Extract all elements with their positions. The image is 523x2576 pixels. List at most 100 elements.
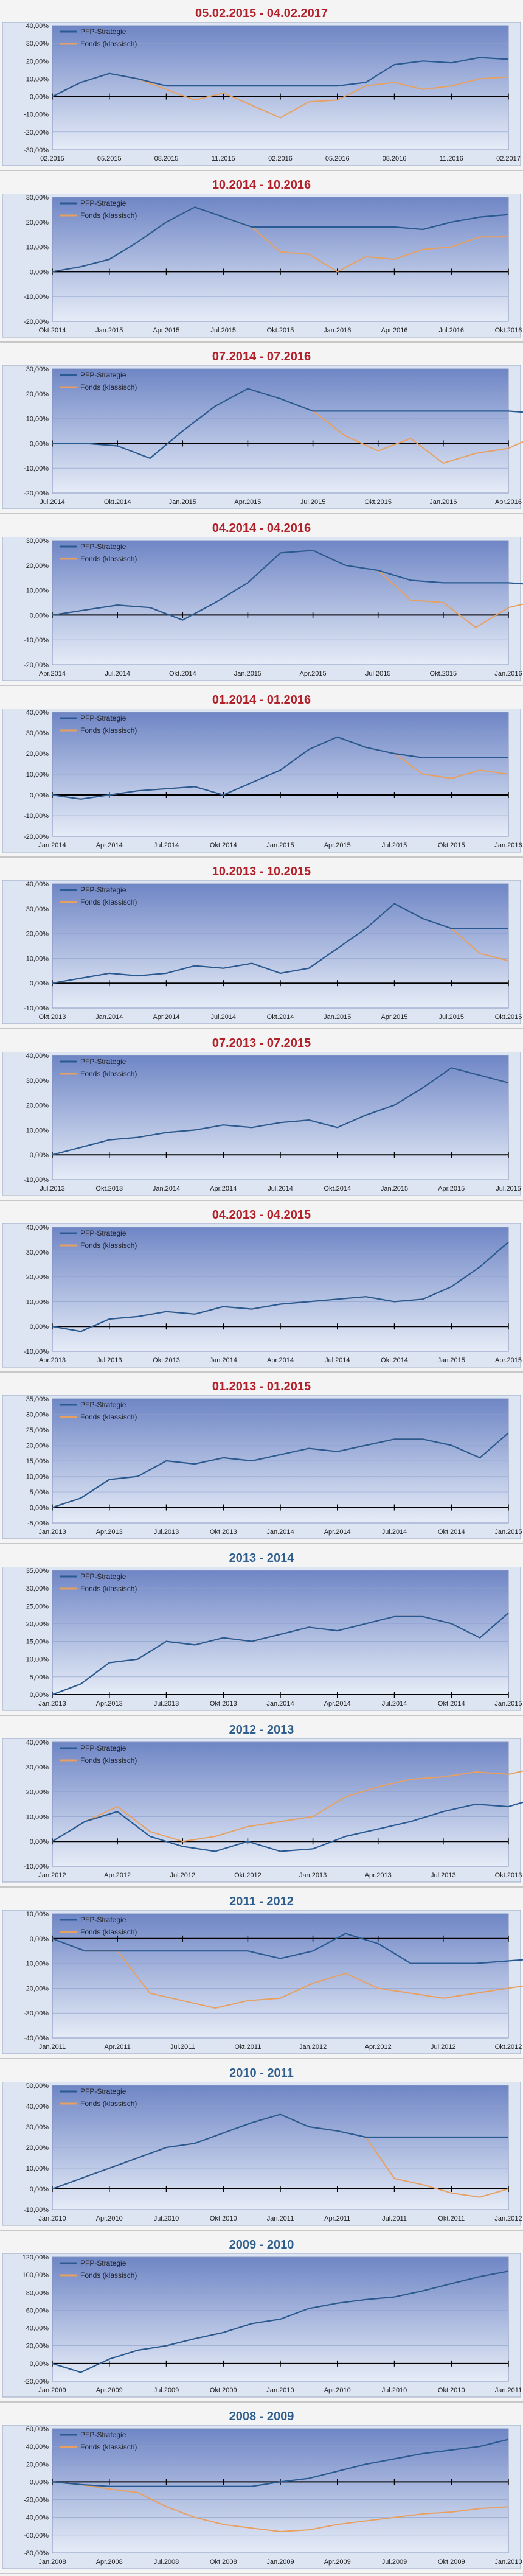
x-tick-label: Jul.2014 [382, 1700, 407, 1707]
legend-label: PFP-Strategie [80, 1572, 126, 1581]
y-tick-label: -10,00% [24, 1348, 49, 1356]
x-tick-label: Apr.2011 [105, 2043, 131, 2051]
series-line-strategy [52, 2270, 509, 2373]
y-tick-label: 0,00% [30, 1505, 49, 1512]
chart-panel: 2008 - 2009 60,00% 40,00% 20,00% 0,00% -20,00… [0, 2403, 523, 2575]
y-tick-label: 25,00% [26, 1427, 49, 1434]
line-chart: 120,00% 100,00% 80,00% 60,00% 40,00% 20,00% 0,… [2, 2253, 522, 2398]
y-tick-label: -10,00% [24, 293, 49, 301]
y-tick-label: 10,00% [26, 1474, 49, 1481]
x-tick-label: Apr.2015 [324, 842, 351, 849]
y-tick-label: 5,00% [30, 1674, 49, 1681]
x-tick-label: Jul.2014 [268, 1185, 293, 1192]
panel-separator [0, 2230, 523, 2231]
y-tick-label: 30,00% [26, 40, 49, 47]
chart-title: 01.2014 - 01.2016 [212, 693, 311, 707]
y-tick-label: 0,00% [30, 2479, 49, 2486]
x-tick-label: Jul.2009 [154, 2387, 179, 2394]
x-tick-label: Jan.2010 [38, 2215, 66, 2222]
x-tick-label: Jan.2012 [299, 2043, 327, 2051]
x-tick-label: Apr.2014 [96, 842, 123, 849]
series-line-strategy [52, 1241, 509, 1332]
x-tick-label: Apr.2012 [104, 1872, 131, 1879]
y-tick-label: -10,00% [24, 637, 49, 644]
panel-separator [0, 1371, 523, 1373]
x-tick-label: Apr.2013 [365, 1872, 392, 1879]
x-tick-label: Apr.2016 [381, 327, 407, 334]
y-tick-label: 0,00% [30, 792, 49, 799]
legend-label: PFP-Strategie [80, 542, 126, 551]
y-tick-label: 20,00% [26, 1789, 49, 1796]
y-tick-label: 10,00% [26, 244, 49, 251]
y-tick-label: 0,00% [30, 612, 49, 619]
y-tick-label: 10,00% [26, 587, 49, 595]
y-tick-label: 0,00% [30, 2361, 49, 2368]
x-tick-label: Apr.2014 [324, 1528, 351, 1536]
y-tick-label: -30,00% [24, 147, 49, 154]
series-line-strategy [52, 1432, 509, 1508]
x-tick-label: Jan.2012 [38, 1872, 66, 1879]
x-tick-label: Okt.2008 [210, 2558, 237, 2566]
x-tick-label: Okt.2013 [495, 1872, 522, 1879]
x-tick-label: Jan.2011 [495, 2387, 522, 2394]
legend-label: Fonds (klassisch) [80, 898, 137, 906]
series-line-fund [52, 1937, 523, 2009]
legend: PFP-Strategie Fonds (klassisch) [60, 2431, 137, 2451]
x-tick-label: 02.2015 [40, 155, 64, 163]
chart-title: 2008 - 2009 [229, 2410, 294, 2423]
line-chart: 40,00% 30,00% 20,00% 10,00% 0,00% -10,00% -20,… [2, 709, 522, 853]
y-tick-label: 35,00% [26, 1567, 49, 1575]
y-tick-label: 20,00% [26, 2461, 49, 2468]
x-tick-label: Okt.2012 [495, 2043, 522, 2051]
legend-label: Fonds (klassisch) [80, 1413, 137, 1421]
series-line-strategy [52, 388, 523, 459]
legend: PFP-Strategie Fonds (klassisch) [60, 199, 137, 220]
line-chart: 40,00%30,00%20,00%10,00%0,00%-10,00%Jan.… [2, 1738, 523, 1883]
panel-separator [0, 685, 523, 686]
y-tick-label: 120,00% [23, 2254, 49, 2261]
panel-separator [0, 513, 523, 514]
y-tick-label: 20,00% [26, 1443, 49, 1450]
x-tick-label: Jul.2015 [210, 327, 236, 334]
x-tick-label: Apr.2015 [495, 1357, 522, 1364]
chart-panel: 01.2013 - 01.2015 35,00% 30,00% 25,00% 20,00… [0, 1373, 523, 1545]
y-tick-label: 10,00% [26, 2165, 49, 2172]
legend: PFP-Strategie Fonds (klassisch) [60, 371, 137, 391]
y-tick-label: 10,00% [26, 1813, 49, 1821]
x-tick-label: Apr.2009 [324, 2558, 351, 2566]
panel-separator [0, 2401, 523, 2403]
y-tick-label: 30,00% [26, 906, 49, 913]
y-tick-label: -10,00% [24, 2207, 49, 2214]
series-line-strategy [52, 1933, 523, 1964]
x-tick-label: Jan.2009 [266, 2558, 294, 2566]
chart-title: 05.02.2015 - 04.02.2017 [195, 7, 328, 20]
y-tick-label: -20,00% [24, 662, 49, 669]
x-tick-label: Jul.2014 [325, 1357, 350, 1364]
x-tick-label: Jul.2008 [154, 2558, 179, 2566]
chart-panel: 10.2014 - 10.2016 30,00% 20,00% 10,00% 0,00%… [0, 172, 523, 343]
legend-label: PFP-Strategie [80, 27, 126, 36]
chart-title: 2011 - 2012 [229, 1895, 294, 1908]
y-tick-label: 60,00% [26, 2307, 49, 2314]
x-tick-label: Jul.2015 [300, 499, 326, 506]
y-tick-label: 40,00% [26, 1224, 49, 1231]
x-tick-label: Jul.2014 [382, 1528, 407, 1536]
y-tick-label: 10,00% [26, 955, 49, 962]
line-chart: 10,00%0,00%-10,00%-20,00%-30,00%-40,00%J… [2, 1910, 523, 2054]
series-line-strategy [52, 1612, 509, 1696]
panel-separator [0, 170, 523, 171]
x-tick-label: Okt.2013 [39, 1013, 66, 1021]
x-tick-label: Okt.2015 [267, 327, 294, 334]
x-tick-label: Jan.2015 [234, 670, 262, 677]
legend-label: Fonds (klassisch) [80, 2271, 137, 2280]
y-tick-label: -40,00% [24, 2035, 49, 2042]
x-tick-label: Jul.2014 [40, 499, 65, 506]
chart-panel: 10.2013 - 10.2015 40,00% 30,00% 20,00% 10,00… [0, 858, 523, 1030]
y-tick-label: 10,00% [26, 1911, 49, 1918]
x-tick-label: Jan.2015 [494, 1528, 522, 1536]
x-tick-label: Okt.2014 [324, 1185, 351, 1192]
plot-area [52, 1570, 509, 1695]
y-tick-label: -40,00% [24, 2515, 49, 2522]
plot-area [52, 1227, 509, 1352]
x-tick-label: Okt.2015 [438, 842, 465, 849]
